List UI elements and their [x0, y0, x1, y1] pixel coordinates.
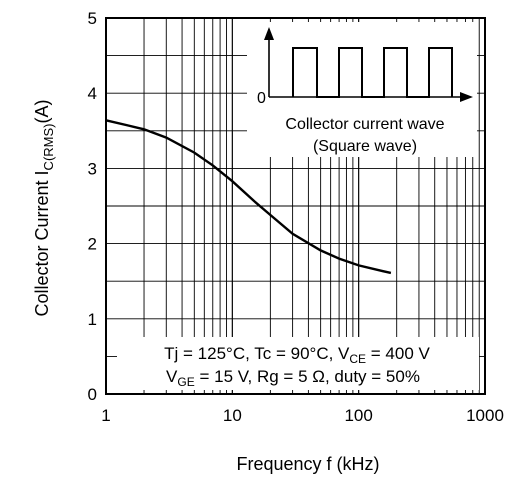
current-curve [105, 119, 392, 275]
inset-y-arrow [264, 27, 274, 40]
conditions-line2-a: V [166, 367, 178, 386]
y-tick-label: 4 [88, 84, 97, 103]
inset-caption-line2: (Square wave) [313, 138, 417, 155]
square-wave [292, 47, 453, 98]
y-tick-label: 5 [88, 9, 97, 28]
y-axis-label-main: Collector Current I [32, 170, 52, 316]
inset-x-arrow [460, 92, 473, 102]
conditions-line2-sub: GE [177, 375, 194, 389]
x-tick-label: 1000 [466, 406, 504, 425]
y-tick-label: 2 [88, 235, 97, 254]
inset-zero-label: 0 [257, 90, 266, 107]
x-axis-label: Frequency f (kHz) [236, 454, 379, 474]
conditions-line1-a: Tj = 125°C, Tc = 90°C, V [164, 344, 350, 363]
x-tick-label: 10 [223, 406, 242, 425]
inset-caption-line1: Collector current wave [285, 116, 444, 133]
waveform-inset: 0 Collector current wave (Square wave) [247, 22, 477, 157]
y-axis-label-sub: C(RMS) [41, 124, 56, 171]
x-tick-label: 1 [101, 406, 110, 425]
y-tick-label: 3 [88, 159, 97, 178]
conditions-box: Tj = 125°C, Tc = 90°C, VCE = 400 V VGE =… [117, 337, 479, 390]
conditions-line2-b: = 15 V, Rg = 5 Ω, duty = 50% [195, 367, 420, 386]
y-tick-label: 1 [88, 310, 97, 329]
y-axis-label-unit: (A) [32, 100, 52, 124]
y-axis-label: Collector Current IC(RMS)(A) [32, 100, 56, 317]
x-tick-label: 100 [344, 406, 372, 425]
conditions-line1-b: = 400 V [366, 344, 430, 363]
conditions-line1-sub: CE [349, 352, 366, 366]
conditions-line1: Tj = 125°C, Tc = 90°C, VCE = 400 V [164, 344, 430, 366]
y-tick-label: 0 [88, 385, 97, 404]
conditions-line2: VGE = 15 V, Rg = 5 Ω, duty = 50% [166, 367, 420, 389]
plot-frame [105, 17, 486, 395]
conditions-background [117, 337, 479, 390]
